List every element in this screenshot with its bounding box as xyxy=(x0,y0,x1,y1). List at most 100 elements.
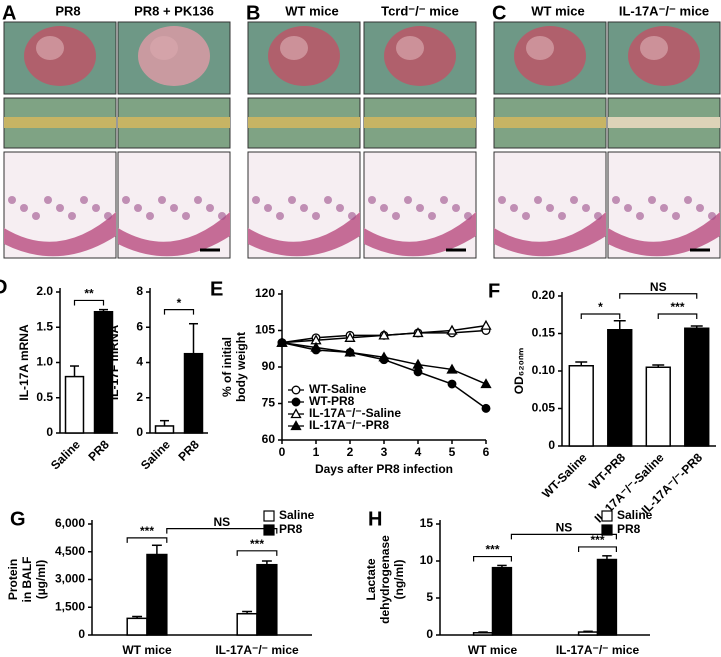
marker xyxy=(481,403,491,413)
x-tick-label: PR8 xyxy=(175,437,202,464)
y-tick-label: 10 xyxy=(420,553,434,567)
villus xyxy=(498,196,506,204)
legend-label: IL-17A⁻/⁻-Saline xyxy=(309,406,401,420)
villus xyxy=(218,212,226,220)
x-tick-label: WT mice xyxy=(468,643,518,657)
y-tick-label: 5 xyxy=(426,590,433,604)
panel-letter: C xyxy=(492,2,506,24)
legend-label: IL-17A⁻/⁻-PR8 xyxy=(309,418,389,432)
significance-label: *** xyxy=(590,533,604,547)
villus xyxy=(594,212,602,220)
villus xyxy=(636,212,644,220)
trachea xyxy=(248,117,360,128)
villus xyxy=(20,204,28,212)
y-tick-label: 0.05 xyxy=(532,401,556,415)
y-tick-label: 0 xyxy=(548,438,555,452)
marker xyxy=(412,327,424,338)
villus xyxy=(648,196,656,204)
legend-marker xyxy=(290,408,302,419)
villus xyxy=(252,196,260,204)
y-tick-label: 1.5 xyxy=(36,319,53,333)
y-tick-label: 0 xyxy=(46,425,53,439)
y-tick-label: 6 xyxy=(136,319,143,333)
tissue xyxy=(608,212,720,257)
significance-bracket xyxy=(619,293,698,299)
villus xyxy=(80,196,88,204)
significance-bracket xyxy=(126,537,168,543)
villus xyxy=(660,204,668,212)
lung-highlight xyxy=(526,36,554,60)
villus xyxy=(440,196,448,204)
column-label: WT mice xyxy=(285,3,338,18)
villus xyxy=(104,212,112,220)
y-axis-label: IL-17F mRNA xyxy=(107,324,121,400)
lung-highlight xyxy=(396,36,424,60)
villus xyxy=(146,212,154,220)
x-tick-label: Saline xyxy=(138,437,173,472)
significance-label: *** xyxy=(670,300,684,314)
significance-label: NS xyxy=(556,521,573,535)
legend-swatch xyxy=(263,524,275,536)
y-axis-label: % of initial xyxy=(220,337,234,397)
y-tick-label: 4,500 xyxy=(55,544,85,558)
villus xyxy=(68,212,76,220)
y-tick-label: 90 xyxy=(262,359,276,373)
significance-bracket xyxy=(578,546,617,552)
significance-label: NS xyxy=(213,515,230,529)
bar xyxy=(607,329,633,447)
legend-label: PR8 xyxy=(617,522,641,536)
villus xyxy=(708,212,716,220)
significance-label: *** xyxy=(485,543,499,557)
villus xyxy=(696,204,704,212)
y-axis-label: dehydrogenase xyxy=(378,535,392,624)
bar xyxy=(146,553,168,636)
villus xyxy=(122,196,130,204)
x-tick-label: PR8 xyxy=(85,437,112,464)
y-axis-label: Protein xyxy=(6,559,20,600)
marker xyxy=(310,341,322,352)
villus xyxy=(522,212,530,220)
legend-marker xyxy=(291,385,301,395)
column-label: IL-17A⁻/⁻ mice xyxy=(619,3,709,18)
villus xyxy=(624,204,632,212)
bar xyxy=(577,631,599,636)
villus xyxy=(206,204,214,212)
bar xyxy=(236,612,258,636)
bar xyxy=(568,365,594,447)
legend-marker xyxy=(291,397,301,407)
y-tick-label: 15 xyxy=(420,516,434,530)
y-tick-label: 0 xyxy=(426,627,433,641)
panel-letter: H xyxy=(368,508,382,530)
marker xyxy=(480,378,492,389)
x-tick-label: 2 xyxy=(347,445,354,459)
villus xyxy=(182,212,190,220)
x-tick-label: 5 xyxy=(449,445,456,459)
panel-letter: B xyxy=(246,2,260,24)
villus xyxy=(534,196,542,204)
column-label: PR8 + PK136 xyxy=(134,3,214,18)
trachea xyxy=(494,117,606,128)
villus xyxy=(416,204,424,212)
villus xyxy=(570,196,578,204)
marker xyxy=(413,367,423,377)
y-axis-label: Lactate xyxy=(364,558,378,600)
villus xyxy=(672,212,680,220)
villus xyxy=(348,212,356,220)
marker xyxy=(378,351,390,362)
legend-label: Saline xyxy=(617,508,653,522)
legend-marker xyxy=(290,420,302,431)
significance-bracket xyxy=(236,550,278,556)
villus xyxy=(32,212,40,220)
x-tick-label: WT-Saline xyxy=(539,450,590,501)
bar xyxy=(126,617,148,636)
marker xyxy=(447,379,457,389)
y-tick-label: 0.5 xyxy=(36,390,53,404)
y-tick-label: 8 xyxy=(136,284,143,298)
y-tick-label: 0.15 xyxy=(532,326,556,340)
legend-swatch xyxy=(601,510,613,522)
marker xyxy=(412,358,424,369)
column-label: PR8 xyxy=(55,3,80,18)
panel-letter: A xyxy=(2,2,16,24)
villus xyxy=(558,212,566,220)
tissue xyxy=(4,212,116,257)
